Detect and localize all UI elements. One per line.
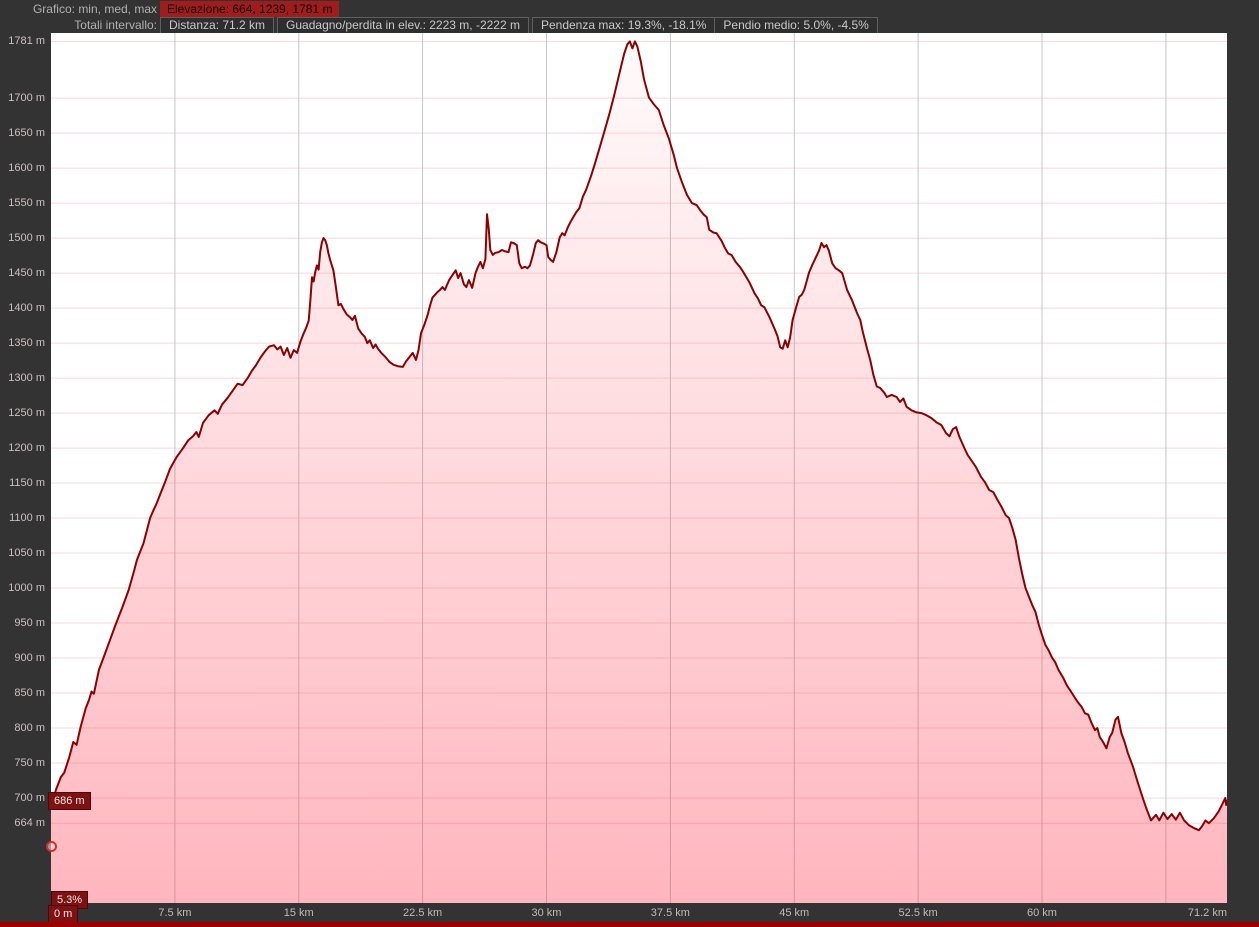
elevation-profile-chart[interactable] <box>51 33 1227 903</box>
y-tick-label: 1100 m <box>9 512 45 525</box>
y-tick-label: 700 m <box>14 792 45 804</box>
y-tick-label: 664 m <box>14 817 45 830</box>
x-tick-label: 22.5 km <box>403 907 443 919</box>
max-slope-stat: Pendenza max: 19.3%, -18.1% <box>531 17 715 34</box>
y-tick-label: 1350 m <box>8 337 45 350</box>
interval-stats-bar: Distanza: 71.2 km Guadagno/perdita in el… <box>160 17 881 34</box>
interval-totals-label: Totali intervallo: <box>74 18 157 32</box>
y-tick-label: 800 m <box>14 722 45 735</box>
y-tick-label: 1050 m <box>8 547 45 560</box>
y-tick-label: 1300 m <box>8 372 45 385</box>
y-tick-label: 750 m <box>14 757 45 770</box>
x-tick-label: 45 km <box>779 907 810 919</box>
avg-slope-stat: Pendio medio: 5.0%, -4.5% <box>714 17 878 34</box>
y-tick-label: 1781 m <box>8 35 45 48</box>
elevation-line <box>51 40 1227 832</box>
y-tick-label: 1450 m <box>8 267 45 280</box>
y-tick-label: 1250 m <box>8 407 45 420</box>
progress-bar <box>0 922 1259 927</box>
distance-stat: Distanza: 71.2 km <box>160 17 275 34</box>
y-tick-label: 1500 m <box>8 232 45 245</box>
y-tick-label: 1150 m <box>9 477 45 490</box>
x-tick-label: 15 km <box>283 907 314 919</box>
elevation-stats-badge: Elevazione: 664, 1239, 1781 m <box>160 1 340 17</box>
x-tick-label: 37.5 km <box>650 907 690 919</box>
y-tick-label: 1000 m <box>8 582 45 595</box>
y-tick-label: 1200 m <box>8 442 45 455</box>
cursor-elevation-badge: 686 m <box>48 792 91 810</box>
y-tick-label: 950 m <box>14 617 45 630</box>
cursor-distance-badge: 0 m <box>48 905 79 923</box>
x-tick-label: 30 km <box>531 907 562 919</box>
x-tick-label: 71.2 km <box>1187 907 1227 919</box>
x-tick-label: 60 km <box>1027 907 1057 919</box>
y-tick-label: 900 m <box>14 652 45 665</box>
plot-area[interactable] <box>51 33 1227 903</box>
y-tick-label: 1550 m <box>8 197 45 210</box>
y-tick-label: 1650 m <box>8 127 45 140</box>
x-tick-label: 7.5 km <box>158 907 192 919</box>
elevation-area <box>51 41 1227 903</box>
y-tick-label: 1700 m <box>8 92 45 105</box>
track-start-marker-icon <box>46 841 57 852</box>
chart-mode-label: Grafico: min, med, max <box>32 2 157 16</box>
x-tick-label: 52.5 km <box>898 907 938 919</box>
y-tick-label: 850 m <box>14 687 45 700</box>
y-tick-label: 1600 m <box>8 162 45 175</box>
gain-loss-stat: Guadagno/perdita in elev.: 2223 m, -2222… <box>277 17 529 34</box>
y-tick-label: 1400 m <box>8 302 45 315</box>
